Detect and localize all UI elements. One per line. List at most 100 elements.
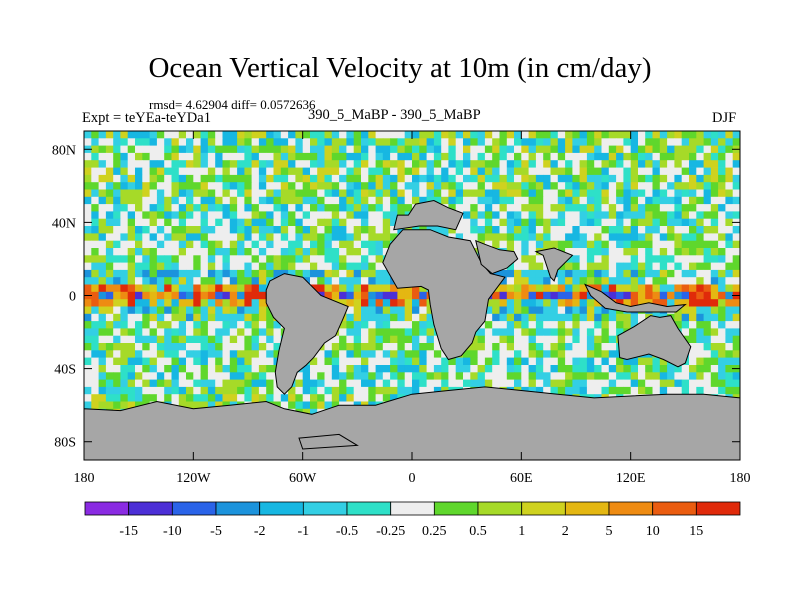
field-cell [142,167,150,176]
field-cell [514,167,522,176]
field-cell [178,248,187,256]
field-cell [397,204,406,212]
field-cell [616,167,624,176]
field-cell [244,335,253,344]
field-cell [127,248,136,256]
field-cell [280,255,289,263]
field-cell [382,365,391,373]
field-cell [514,226,522,234]
field-cell [113,394,121,402]
field-cell [645,379,653,388]
field-cell [579,343,588,351]
field-cell [149,138,158,146]
field-cell [623,160,632,168]
field-cell [725,196,734,205]
field-cell [514,152,522,161]
field-cell [266,240,274,249]
field-cell [186,328,194,337]
field-cell [215,152,223,161]
field-cell [696,284,704,293]
field-cell [91,240,99,249]
field-cell [426,365,435,373]
field-cell [572,335,581,344]
field-cell [710,218,719,227]
field-cell [200,313,209,322]
field-cell [105,226,114,234]
field-cell [492,328,500,337]
field-cell [302,372,311,380]
field-cell [652,226,661,234]
field-cell [477,357,486,366]
field-cell [91,262,99,271]
field-cell [164,152,172,161]
field-cell [361,174,369,183]
field-cell [499,182,508,190]
field-cell [156,306,165,315]
field-cell [375,269,384,278]
field-cell [689,174,697,183]
field-cell [346,262,355,271]
field-cell [251,233,260,242]
field-cell [455,131,464,139]
field-cell [528,372,537,380]
field-cell [645,145,653,154]
field-cell [266,218,274,227]
field-cell [353,226,362,234]
field-cell [317,350,325,358]
field-cell [237,277,245,285]
field-cell [477,372,486,380]
field-cell [244,291,253,300]
field-cell [696,196,704,205]
field-cell [484,189,493,198]
field-cell [382,284,391,293]
field-cell [113,291,121,300]
field-cell [207,350,216,358]
field-cell [681,291,690,300]
field-cell [404,160,413,168]
field-cell [608,291,617,300]
field-cell [696,291,704,300]
field-cell [390,372,398,380]
experiment-label: Expt = teYEa-teYDa1 [82,110,211,126]
field-cell [251,372,260,380]
field-cell [317,189,325,198]
field-cell [295,218,304,227]
field-cell [550,379,559,388]
field-cell [652,299,661,307]
field-cell [178,394,187,402]
field-cell [397,328,406,337]
field-cell [681,328,690,337]
field-cell [237,189,245,198]
field-cell [273,182,282,190]
field-cell [127,313,136,322]
field-cell [339,386,347,395]
field-cell [84,204,92,212]
field-cell [638,291,646,300]
field-cell [258,196,267,205]
field-cell [361,277,369,285]
field-cell [681,226,690,234]
field-cell [142,379,150,388]
field-cell [572,350,581,358]
field-cell [499,328,508,337]
field-cell [200,248,209,256]
field-cell [652,138,661,146]
field-cell [215,248,223,256]
field-cell [142,174,150,183]
field-cell [215,189,223,198]
field-cell [237,131,245,139]
field-cell [113,226,121,234]
field-cell [91,131,99,139]
field-cell [98,226,107,234]
field-cell [84,299,92,307]
field-cell [339,167,347,176]
field-cell [207,284,216,293]
field-cell [142,350,150,358]
field-cell [412,350,420,358]
field-cell [368,131,376,139]
field-cell [207,321,216,329]
field-cell [84,284,92,293]
field-cell [492,313,500,322]
field-cell [164,350,172,358]
field-cell [659,386,668,395]
